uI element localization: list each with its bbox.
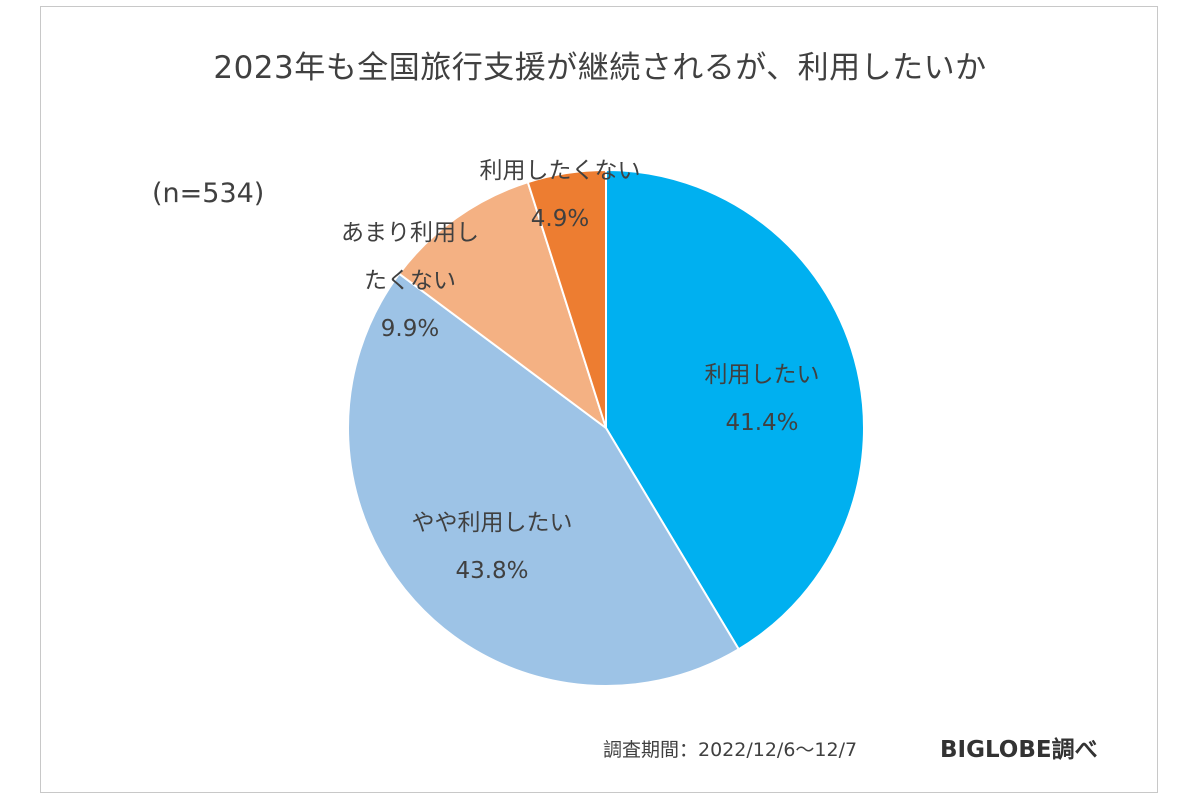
slice-category-label-3: あまり利用し [341,220,479,246]
pie-slices [347,168,865,687]
pie-slice-2 [347,272,741,687]
pie-slice-4 [526,168,607,429]
survey-period: 調査期間：2022/12/6～12/7 [603,739,858,761]
slice-category-label-4: 利用したくない [480,158,641,184]
slice-value-label-1: 41.4% [725,410,798,436]
slice-category-label-3: たくない [364,268,456,294]
pie-slice-1 [605,168,865,651]
slice-category-label-1: 利用したい [705,362,820,388]
chart-title: 2023年も全国旅行支援が継続されるが、利用したいか [213,50,987,86]
source-credit: BIGLOBE調べ [940,737,1098,763]
slice-value-label-3: 9.9% [381,316,439,342]
pie-slice-3 [397,180,608,431]
slice-value-label-2: 43.8% [455,558,528,584]
slice-value-label-4: 4.9% [531,206,589,232]
sample-size-label: (n=534) [152,178,265,209]
slice-category-label-2: やや利用したい [412,510,573,536]
